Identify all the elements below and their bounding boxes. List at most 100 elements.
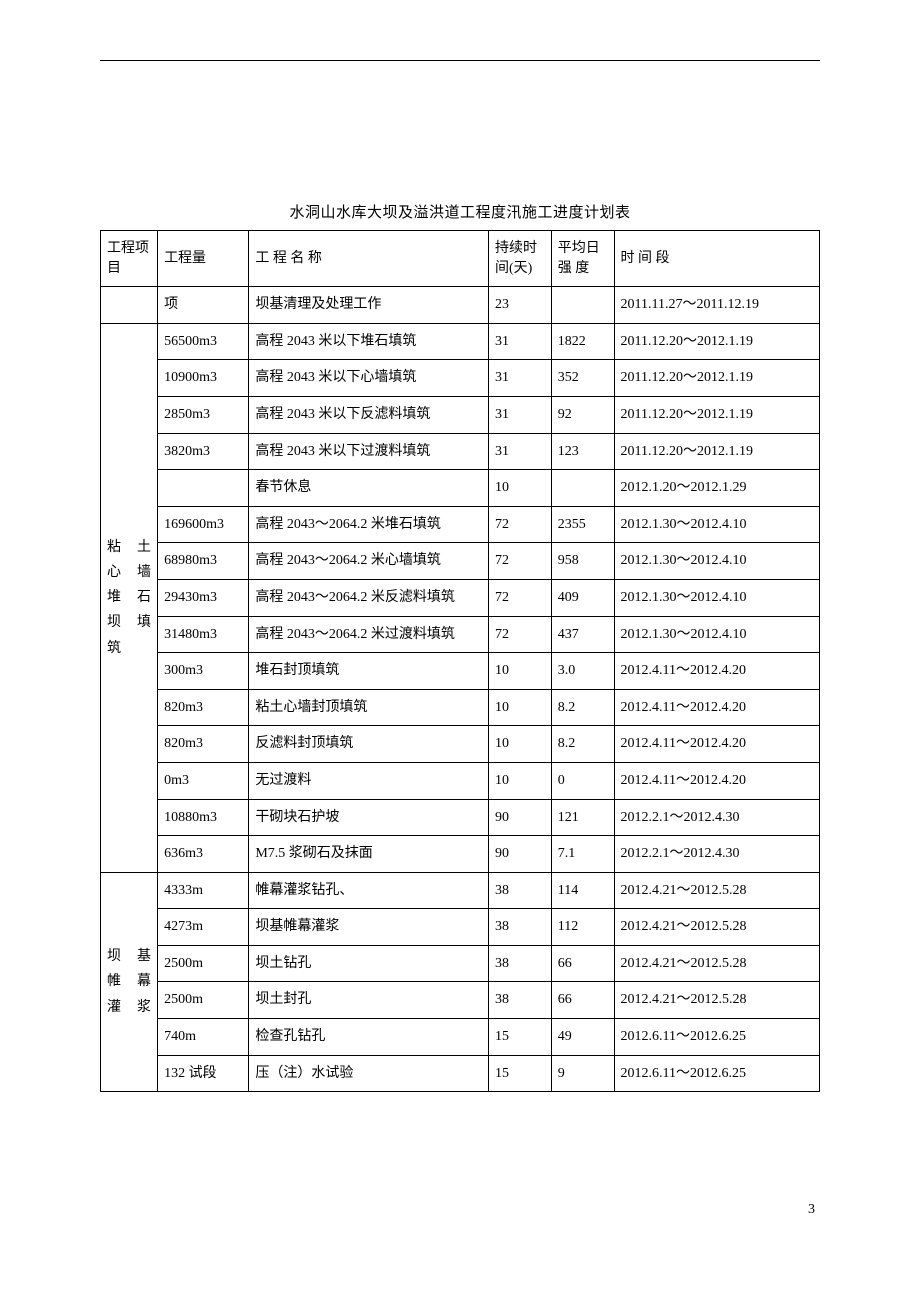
schedule-table: 工程项目 工程量 工 程 名 称 持续时间(天) 平均日强 度 时 间 段 项坝… xyxy=(100,230,820,1092)
period-cell: 2012.1.30～2012.4.10 xyxy=(614,616,819,653)
header-rule xyxy=(100,60,820,61)
duration-cell: 72 xyxy=(489,543,552,580)
period-cell: 2011.12.20～2012.1.19 xyxy=(614,323,819,360)
duration-cell: 38 xyxy=(489,909,552,946)
intensity-cell: 123 xyxy=(551,433,614,470)
duration-cell: 31 xyxy=(489,396,552,433)
intensity-cell: 9 xyxy=(551,1055,614,1092)
quantity-cell: 3820m3 xyxy=(158,433,249,470)
quantity-cell: 132 试段 xyxy=(158,1055,249,1092)
intensity-cell xyxy=(551,287,614,324)
duration-cell: 38 xyxy=(489,872,552,909)
name-cell: 高程 2043 米以下过渡料填筑 xyxy=(249,433,489,470)
duration-cell: 10 xyxy=(489,470,552,507)
duration-cell: 23 xyxy=(489,287,552,324)
quantity-cell: 10900m3 xyxy=(158,360,249,397)
duration-cell: 90 xyxy=(489,836,552,873)
table-title: 水洞山水库大坝及溢洪道工程度汛施工进度计划表 xyxy=(100,201,820,222)
header-duration: 持续时间(天) xyxy=(489,231,552,287)
intensity-cell: 352 xyxy=(551,360,614,397)
name-cell: 高程 2043～2064.2 米反滤料填筑 xyxy=(249,579,489,616)
period-cell: 2012.1.30～2012.4.10 xyxy=(614,506,819,543)
period-cell: 2012.4.11～2012.4.20 xyxy=(614,762,819,799)
table-row: 3820m3高程 2043 米以下过渡料填筑311232011.12.20～20… xyxy=(101,433,820,470)
table-row: 636m3M7.5 浆砌石及抹面907.12012.2.1～2012.4.30 xyxy=(101,836,820,873)
duration-cell: 10 xyxy=(489,689,552,726)
table-row: 29430m3高程 2043～2064.2 米反滤料填筑724092012.1.… xyxy=(101,579,820,616)
name-cell: 高程 2043 米以下反滤料填筑 xyxy=(249,396,489,433)
duration-cell: 15 xyxy=(489,1019,552,1056)
quantity-cell: 2500m xyxy=(158,945,249,982)
duration-cell: 72 xyxy=(489,579,552,616)
table-row: 2850m3高程 2043 米以下反滤料填筑31922011.12.20～201… xyxy=(101,396,820,433)
table-row: 粘 土心 墙堆 石坝 填筑56500m3高程 2043 米以下堆石填筑31182… xyxy=(101,323,820,360)
table-row: 300m3堆石封顶填筑103.02012.4.11～2012.4.20 xyxy=(101,653,820,690)
quantity-cell: 29430m3 xyxy=(158,579,249,616)
name-cell: 春节休息 xyxy=(249,470,489,507)
intensity-cell: 2355 xyxy=(551,506,614,543)
header-intensity: 平均日强 度 xyxy=(551,231,614,287)
duration-cell: 15 xyxy=(489,1055,552,1092)
table-row: 169600m3高程 2043～2064.2 米堆石填筑7223552012.1… xyxy=(101,506,820,543)
quantity-cell: 10880m3 xyxy=(158,799,249,836)
period-cell: 2012.2.1～2012.4.30 xyxy=(614,836,819,873)
period-cell: 2012.6.11～2012.6.25 xyxy=(614,1055,819,1092)
period-cell: 2012.4.21～2012.5.28 xyxy=(614,982,819,1019)
table-row: 4273m坝基帷幕灌浆381122012.4.21～2012.5.28 xyxy=(101,909,820,946)
header-period: 时 间 段 xyxy=(614,231,819,287)
table-row: 10880m3干砌块石护坡901212012.2.1～2012.4.30 xyxy=(101,799,820,836)
intensity-cell: 92 xyxy=(551,396,614,433)
name-cell: 帷幕灌浆钻孔、 xyxy=(249,872,489,909)
name-cell: 坝基清理及处理工作 xyxy=(249,287,489,324)
table-row: 0m3无过渡料1002012.4.11～2012.4.20 xyxy=(101,762,820,799)
intensity-cell: 121 xyxy=(551,799,614,836)
quantity-cell: 2850m3 xyxy=(158,396,249,433)
duration-cell: 72 xyxy=(489,616,552,653)
name-cell: 压（注）水试验 xyxy=(249,1055,489,1092)
quantity-cell: 169600m3 xyxy=(158,506,249,543)
duration-cell: 31 xyxy=(489,360,552,397)
duration-cell: 90 xyxy=(489,799,552,836)
quantity-cell: 31480m3 xyxy=(158,616,249,653)
name-cell: M7.5 浆砌石及抹面 xyxy=(249,836,489,873)
intensity-cell: 66 xyxy=(551,945,614,982)
header-name: 工 程 名 称 xyxy=(249,231,489,287)
name-cell: 坝基帷幕灌浆 xyxy=(249,909,489,946)
intensity-cell: 66 xyxy=(551,982,614,1019)
period-cell: 2012.4.11～2012.4.20 xyxy=(614,726,819,763)
duration-cell: 31 xyxy=(489,433,552,470)
intensity-cell: 49 xyxy=(551,1019,614,1056)
intensity-cell: 8.2 xyxy=(551,689,614,726)
duration-cell: 10 xyxy=(489,726,552,763)
period-cell: 2012.2.1～2012.4.30 xyxy=(614,799,819,836)
quantity-cell: 820m3 xyxy=(158,726,249,763)
table-header-row: 工程项目 工程量 工 程 名 称 持续时间(天) 平均日强 度 时 间 段 xyxy=(101,231,820,287)
name-cell: 坝土钻孔 xyxy=(249,945,489,982)
quantity-cell: 68980m3 xyxy=(158,543,249,580)
quantity-cell: 820m3 xyxy=(158,689,249,726)
table-row: 68980m3高程 2043～2064.2 米心墙填筑729582012.1.3… xyxy=(101,543,820,580)
name-cell: 粘土心墙封顶填筑 xyxy=(249,689,489,726)
intensity-cell: 409 xyxy=(551,579,614,616)
period-cell: 2012.4.11～2012.4.20 xyxy=(614,689,819,726)
table-row: 2500m坝土封孔38662012.4.21～2012.5.28 xyxy=(101,982,820,1019)
name-cell: 反滤料封顶填筑 xyxy=(249,726,489,763)
name-cell: 无过渡料 xyxy=(249,762,489,799)
period-cell: 2012.4.21～2012.5.28 xyxy=(614,909,819,946)
period-cell: 2011.12.20～2012.1.19 xyxy=(614,396,819,433)
period-cell: 2012.4.21～2012.5.28 xyxy=(614,872,819,909)
period-cell: 2011.11.27～2011.12.19 xyxy=(614,287,819,324)
table-row: 31480m3高程 2043～2064.2 米过渡料填筑724372012.1.… xyxy=(101,616,820,653)
name-cell: 坝土封孔 xyxy=(249,982,489,1019)
table-row: 10900m3高程 2043 米以下心墙填筑313522011.12.20～20… xyxy=(101,360,820,397)
duration-cell: 31 xyxy=(489,323,552,360)
quantity-cell: 项 xyxy=(158,287,249,324)
project-cell: 坝 基帷 幕灌浆 xyxy=(101,872,158,1092)
period-cell: 2011.12.20～2012.1.19 xyxy=(614,360,819,397)
quantity-cell: 2500m xyxy=(158,982,249,1019)
intensity-cell: 112 xyxy=(551,909,614,946)
period-cell: 2012.1.30～2012.4.10 xyxy=(614,543,819,580)
name-cell: 高程 2043～2064.2 米过渡料填筑 xyxy=(249,616,489,653)
intensity-cell: 7.1 xyxy=(551,836,614,873)
name-cell: 高程 2043 米以下堆石填筑 xyxy=(249,323,489,360)
